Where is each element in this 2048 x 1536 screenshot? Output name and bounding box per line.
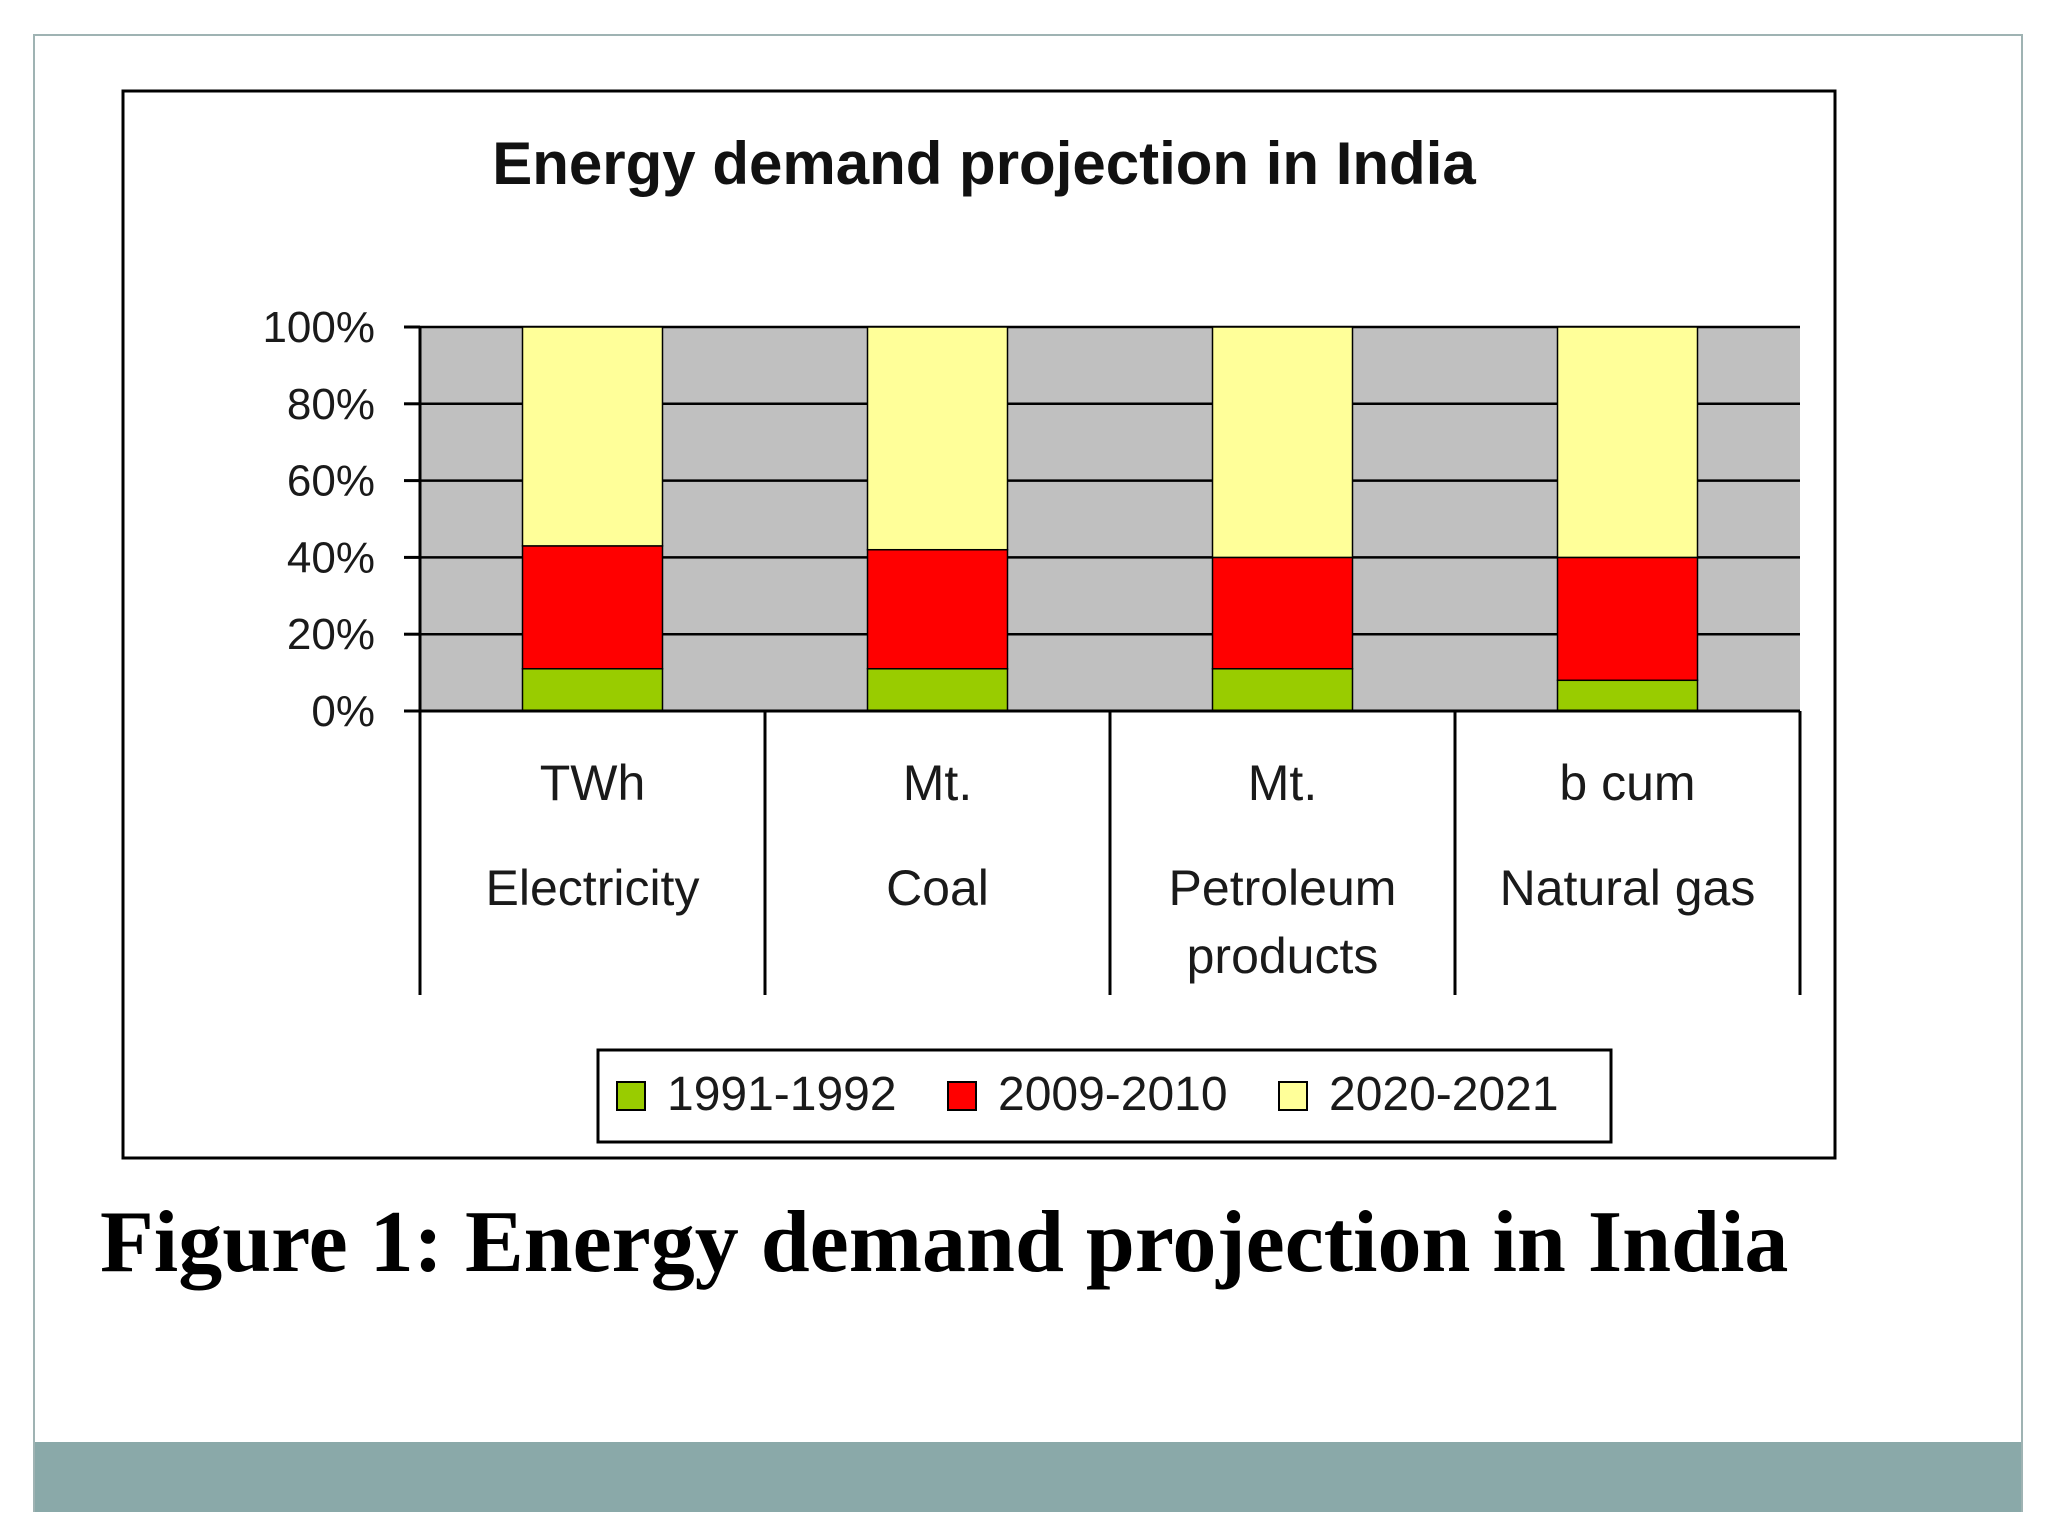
- y-tick-label: 0%: [311, 687, 375, 736]
- category-table: TWh Electricity Mt. Coal Mt. Petroleum product…: [418, 711, 1802, 995]
- bar-segment: [1211, 556, 1354, 670]
- category-unit-label: Mt.: [903, 755, 972, 811]
- footer-band: [35, 1442, 2021, 1512]
- legend: 1991-1992 2009-2010 2020-2021: [596, 1048, 1613, 1144]
- bar-segment: [521, 668, 664, 712]
- legend-swatch: [616, 1081, 646, 1111]
- category-label: Natural gas: [1500, 860, 1756, 916]
- category-label: products: [1187, 928, 1379, 984]
- bars: [521, 326, 1699, 712]
- bar-segment: [866, 548, 1009, 670]
- category-label: Coal: [886, 860, 989, 916]
- bar-segment: [521, 326, 664, 547]
- bar-segment: [866, 326, 1009, 551]
- category-unit-label: b cum: [1559, 755, 1695, 811]
- legend-box: [596, 1048, 1613, 1144]
- chart-title: Energy demand projection in India: [492, 130, 1476, 197]
- category-unit-label: TWh: [540, 755, 646, 811]
- legend-swatch: [947, 1081, 977, 1111]
- bar-segment: [1556, 326, 1699, 559]
- legend-label: 1991-1992: [667, 1068, 897, 1121]
- category-label: Petroleum: [1169, 860, 1397, 916]
- category-label: Electricity: [486, 860, 700, 916]
- bar-segment: [1211, 668, 1354, 712]
- bar-segment: [866, 668, 1009, 712]
- legend-label: 2020-2021: [1329, 1068, 1559, 1121]
- y-tick-label: 60%: [287, 457, 375, 506]
- bar-segment: [1556, 679, 1699, 712]
- legend-label: 2009-2010: [998, 1068, 1228, 1121]
- legend-swatch: [1278, 1081, 1308, 1111]
- bar-segment: [1211, 326, 1354, 559]
- y-tick-label: 80%: [287, 380, 375, 429]
- category-unit-label: Mt.: [1248, 755, 1317, 811]
- y-tick-label: 100%: [262, 303, 375, 352]
- y-tick-label: 20%: [287, 610, 375, 659]
- bar-segment: [1556, 556, 1699, 682]
- y-tick-label: 40%: [287, 533, 375, 582]
- y-tick-labels: 0% 20% 40% 60% 80% 100%: [262, 303, 375, 736]
- bar-segment: [521, 545, 664, 670]
- figure-caption: Figure 1: Energy demand projection in In…: [100, 1194, 1789, 1291]
